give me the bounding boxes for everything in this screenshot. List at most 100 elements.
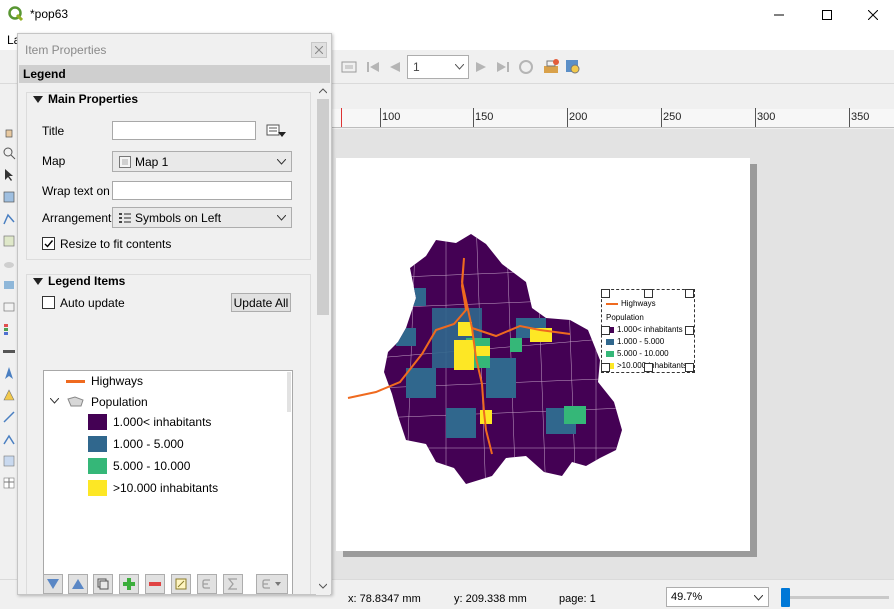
arrow-up-icon [72,579,84,589]
page-readout: page: 1 [559,593,596,605]
add-arrow-icon[interactable] [2,410,16,424]
ruler-tick [473,108,474,127]
legend-title-input[interactable] [112,121,256,140]
add-shape-icon[interactable] [2,388,16,402]
class-swatch-icon [88,458,107,474]
close-icon [868,10,878,20]
chevron-down-icon[interactable] [50,398,59,404]
arrangement-combo[interactable]: Symbols on Left [112,207,292,228]
horizontal-ruler: 100 150 200 250 300 350 [332,108,894,128]
atlas-print-icon[interactable] [517,58,535,76]
cursor-x-readout: x: 78.8347 mm [348,593,421,605]
atlas-export-icon[interactable] [542,58,560,76]
scroll-up-icon[interactable] [319,88,327,94]
add-node-item-icon[interactable] [2,432,16,446]
map-combo[interactable]: Map 1 [112,151,292,172]
atlas-page-selector[interactable]: 1 [407,55,469,79]
wrap-text-input[interactable] [112,181,292,200]
tree-item-class[interactable]: 5.000 - 10.000 [88,458,190,474]
zoom-slider-track[interactable] [783,596,889,599]
pan-icon[interactable] [2,124,16,138]
atlas-preview-icon[interactable] [340,58,358,76]
previous-feature-icon[interactable] [386,58,404,76]
resize-handle[interactable] [644,289,653,298]
update-all-button[interactable]: Update All [231,293,291,312]
scroll-thumb[interactable] [317,99,329,315]
filter-menu-button[interactable] [256,574,288,594]
resize-handle[interactable] [685,363,694,372]
maximize-button[interactable] [804,0,850,30]
add-legend-item-button[interactable] [119,574,139,594]
collapse-triangle-icon[interactable] [33,96,43,104]
select-tool-icon[interactable] [2,168,16,182]
group-heading: Legend Items [48,274,126,288]
resize-handle[interactable] [601,326,610,335]
tree-item-class[interactable]: 1.000 - 5.000 [88,436,184,452]
class-swatch-icon [88,436,107,452]
first-feature-icon[interactable] [364,58,382,76]
tree-item-class[interactable]: 1.000< inhabitants [88,414,211,430]
ruler-label: 300 [757,111,776,123]
edit-legend-item-button[interactable] [171,574,191,594]
map-legend-item[interactable]: Highways Population 1.000< inhabitants 1… [601,289,695,373]
close-icon [315,46,323,54]
edit-nodes-icon[interactable] [2,212,16,226]
map-icon [119,156,131,168]
chevron-down-icon [754,595,763,601]
group-heading: Main Properties [48,92,139,106]
add-html-icon[interactable] [2,454,16,468]
add-north-arrow-icon[interactable] [2,366,16,380]
add-map-icon[interactable] [2,234,16,248]
class-swatch [606,326,614,333]
add-3d-map-icon[interactable] [2,256,16,270]
remove-legend-item-button[interactable] [145,574,165,594]
panel-scrollbar[interactable] [316,85,330,595]
resize-handle[interactable] [601,363,610,372]
map-legend-label: Population [606,313,644,322]
scroll-down-icon[interactable] [319,583,327,589]
add-legend-icon[interactable] [2,322,16,336]
main-properties-group: Main Properties Title Map Map 1 Wrap tex… [26,92,311,260]
add-scalebar-icon[interactable] [2,344,16,358]
tree-scrollbar[interactable] [287,372,291,412]
map-item[interactable] [336,158,750,551]
resize-handle[interactable] [685,289,694,298]
tree-item-class[interactable]: >10.000 inhabitants [88,480,218,496]
add-picture-icon[interactable] [2,278,16,292]
next-feature-icon[interactable] [472,58,490,76]
move-content-icon[interactable] [2,190,16,204]
expression-button[interactable] [197,574,217,594]
resize-handle[interactable] [644,363,653,372]
count-features-button[interactable] [223,574,243,594]
move-down-button[interactable] [43,574,63,594]
expression-menu-icon[interactable] [265,121,289,141]
zoom-combo[interactable]: 49.7% [666,587,769,607]
zoom-tool-icon[interactable] [2,146,16,160]
last-feature-icon[interactable] [494,58,512,76]
resize-handle[interactable] [601,289,610,298]
atlas-settings-icon[interactable] [564,58,582,76]
panel-close-button[interactable] [311,42,327,58]
symbols-left-icon [119,213,131,223]
auto-update-checkbox[interactable] [42,296,55,309]
panel-item-header: Legend [19,65,330,83]
add-attribute-table-icon[interactable] [2,476,16,490]
zoom-slider-handle[interactable] [781,588,790,607]
tree-item-highways[interactable]: Highways [66,374,143,388]
resize-handle[interactable] [685,326,694,335]
legend-tree[interactable]: Highways Population 1.000< inhabitants 1… [43,370,293,594]
move-up-button[interactable] [68,574,88,594]
add-label-icon[interactable] [2,300,16,314]
class-swatch [606,350,614,357]
class3-area [510,338,522,352]
add-group-button[interactable] [93,574,113,594]
close-window-button[interactable] [850,0,894,30]
minimize-button[interactable] [756,0,802,30]
tree-item-population[interactable]: Population [66,394,148,410]
collapse-triangle-icon[interactable] [33,278,43,286]
arrangement-label: Arrangement [42,211,112,225]
ruler-tick [380,108,381,127]
map-legend-label: Highways [621,299,656,308]
zoom-value: 49.7% [671,591,703,603]
resize-to-fit-checkbox[interactable] [42,237,55,250]
